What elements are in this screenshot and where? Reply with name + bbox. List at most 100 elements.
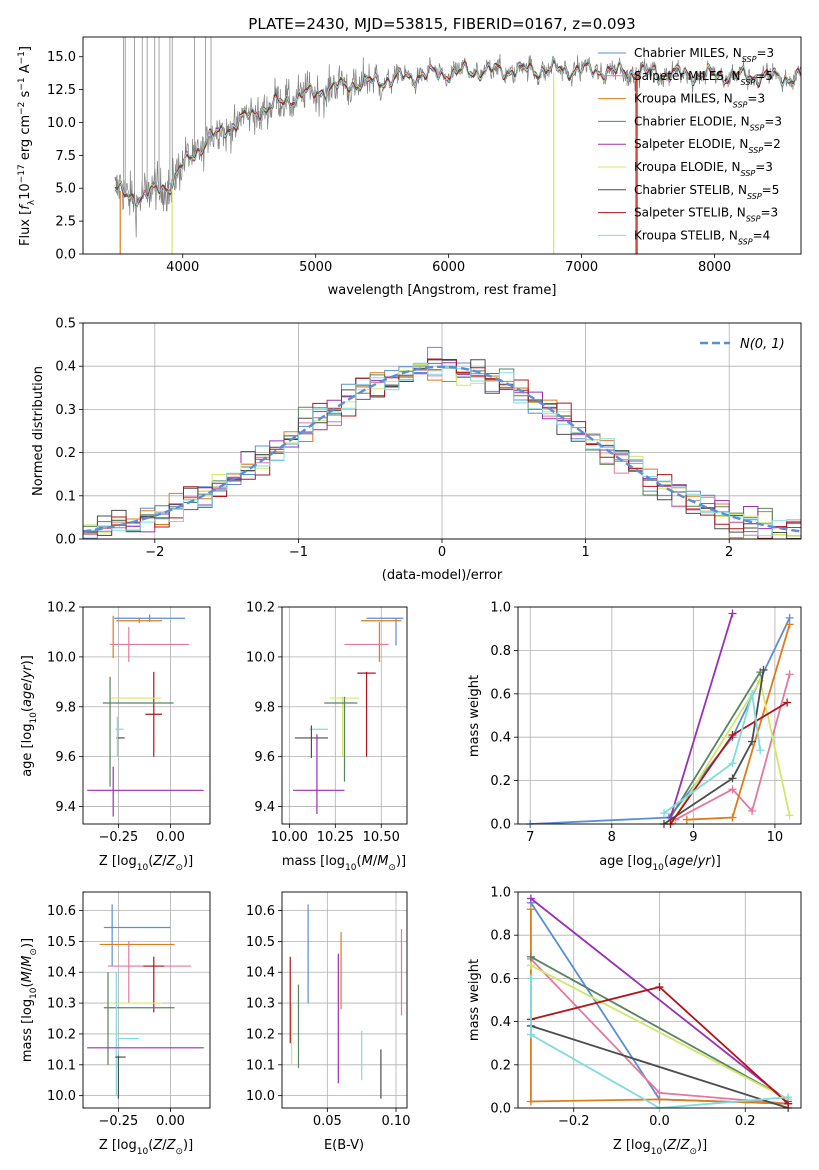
label-part: Z xyxy=(166,1138,177,1153)
y-tick-label: 0.3 xyxy=(55,403,76,418)
legend-nssp-sub: SSP xyxy=(750,123,765,132)
y-tick-label: 0.8 xyxy=(490,929,511,944)
x-tick-label: 7000 xyxy=(565,260,598,275)
y-tick-label: 0.6 xyxy=(490,972,511,987)
x-tick-label: 1 xyxy=(581,545,589,560)
legend-nssp-sub: SSP xyxy=(741,169,756,178)
label-part: −17 xyxy=(17,164,27,183)
legend-model-name: Kroupa ELODIE xyxy=(634,160,724,174)
y-tick-label: 9.4 xyxy=(254,800,275,815)
y-tick-label: 0.5 xyxy=(55,317,76,332)
weight-marker xyxy=(526,952,535,961)
y-tick-label: 10.0 xyxy=(47,1089,76,1104)
weight-marker xyxy=(748,689,757,698)
weight-marker xyxy=(659,809,668,818)
x-tick-label: 6000 xyxy=(432,260,465,275)
panel-age-vs-mass: 10.00 10.25 10.50 9.4 9.6 9.8 10.0 10.2 mass [lo… xyxy=(246,601,408,873)
label-part: 10 xyxy=(29,712,39,724)
weight-marker xyxy=(728,759,737,768)
legend-entry: Kroupa ELODIE, NSSP=3 xyxy=(634,160,773,178)
x-axis-label: Z [log10(Z/Z⊙)] xyxy=(99,1138,193,1157)
label-part: −2 xyxy=(17,102,27,115)
label-part: / xyxy=(162,854,167,869)
legend-nssp-prefix: , N xyxy=(725,46,742,60)
y-tick-label: 10.5 xyxy=(246,935,275,950)
label-part: A xyxy=(18,64,33,77)
label-part: )] xyxy=(711,854,721,869)
y-axis-label: mass weight xyxy=(467,959,482,1041)
x-tick-label: 8 xyxy=(608,830,616,845)
weight-marker xyxy=(728,774,737,783)
y-tick-label: 10.3 xyxy=(47,997,76,1012)
legend-nssp-sub: SSP xyxy=(741,77,756,86)
label-part: )] xyxy=(697,1138,707,1153)
legend-entry: Chabrier ELODIE, NSSP=3 xyxy=(634,114,782,131)
y-tick-label: 2.5 xyxy=(55,215,76,230)
legend-nssp-value: 3 xyxy=(767,46,775,60)
y-tick-label: 0.1 xyxy=(55,489,76,504)
x-tick-label: 9 xyxy=(689,830,697,845)
label-part: Flux [ xyxy=(18,210,33,246)
x-axis-label: Z [log10(Z/Z⊙)] xyxy=(99,854,193,873)
weight-line xyxy=(674,674,791,821)
y-tick-label: 10.0 xyxy=(246,650,275,665)
legend-entry: Salpeter MILES, NSSP=5 xyxy=(634,69,773,87)
label-part: ( xyxy=(20,982,35,987)
weight-marker xyxy=(728,813,737,822)
y-tick-label: 10.4 xyxy=(246,966,275,981)
label-part: ( xyxy=(20,707,35,712)
label-part: erg cm xyxy=(18,115,33,164)
weight-line xyxy=(669,613,734,818)
legend-entry: Chabrier MILES, NSSP=3 xyxy=(634,46,774,64)
weight-line xyxy=(530,956,789,1101)
legend-model-name: Salpeter MILES xyxy=(634,69,724,83)
x-tick-label: 10.50 xyxy=(363,830,400,845)
label-part: )] xyxy=(183,854,193,869)
label-part: / xyxy=(373,854,378,869)
legend-entry: Salpeter STELIB, NSSP=3 xyxy=(634,206,778,224)
panel-age-vs-Z: −0.25 0.009.49.69.810.010.2Z [log10(Z/Z⊙)… xyxy=(20,601,211,873)
legend-nssp-prefix: , N xyxy=(716,92,733,106)
legend-nssp-sub: SSP xyxy=(733,100,748,109)
y-tick-label: 0.4 xyxy=(55,360,76,375)
label-part: ( xyxy=(662,1138,667,1153)
y-tick-label: 9.4 xyxy=(55,800,76,815)
legend-entry: Salpeter ELODIE, NSSP=2 xyxy=(634,137,781,155)
legend-nssp-eq: = xyxy=(756,46,766,60)
x-tick-label: 8000 xyxy=(698,260,731,275)
legend-nssp-sub: SSP xyxy=(747,191,762,200)
label-part: 10 xyxy=(651,1147,663,1157)
x-tick-label: 2 xyxy=(725,545,733,560)
label-part: ( xyxy=(148,854,153,869)
legend-nssp-value: 4 xyxy=(763,228,771,242)
legend-nssp-value: 3 xyxy=(757,92,765,106)
weight-marker xyxy=(783,698,792,707)
label-part: )] xyxy=(183,1138,193,1153)
label-part: age xyxy=(669,854,693,869)
legend-nssp-eq: = xyxy=(762,183,772,197)
label-part: Z xyxy=(166,854,177,869)
y-axis-label: mass weight xyxy=(467,675,482,757)
residual-histogram xyxy=(83,346,801,539)
weight-marker xyxy=(748,737,757,746)
plot-frame xyxy=(82,891,211,1109)
x-tick-label: −0.25 xyxy=(98,830,138,845)
model-spectrum-line xyxy=(114,59,801,209)
label-part: yr xyxy=(697,854,713,869)
y-tick-label: 0.2 xyxy=(55,446,76,461)
weight-line xyxy=(530,978,789,1108)
label-part: ( xyxy=(664,854,669,869)
weight-marker xyxy=(682,815,691,824)
weight-line xyxy=(663,693,762,814)
y-tick-label: 10.1 xyxy=(47,1058,76,1073)
legend-nssp-eq: = xyxy=(763,137,773,151)
label-part: )] xyxy=(20,655,35,665)
label-part: M xyxy=(20,971,35,982)
weight-line xyxy=(669,671,761,818)
x-tick-label: 0.00 xyxy=(156,830,185,845)
y-tick-label: 10.2 xyxy=(246,601,275,616)
weight-marker xyxy=(526,905,535,914)
weight-marker xyxy=(526,1030,535,1039)
y-tick-label: 10.6 xyxy=(47,904,76,919)
